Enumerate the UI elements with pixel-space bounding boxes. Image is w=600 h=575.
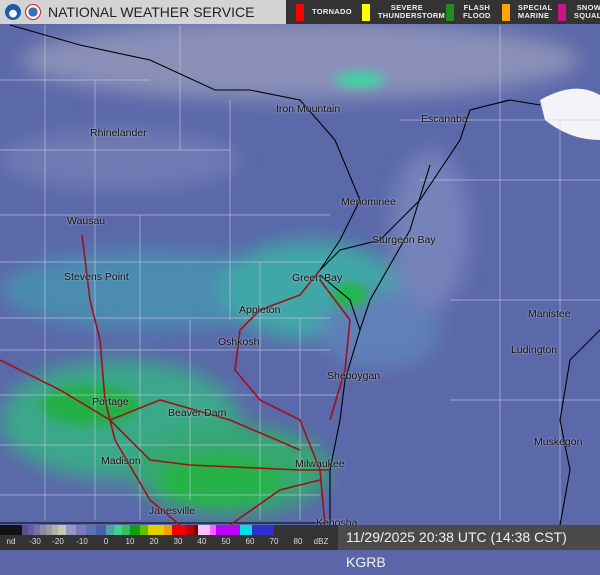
warning-label: SEVERE THUNDERSTORM xyxy=(377,3,446,20)
colorbar-tick: 0 xyxy=(103,537,109,546)
warning-label: SPECIAL MARINE xyxy=(517,3,553,20)
warning-special-marine: SPECIAL MARINE xyxy=(501,0,553,24)
colorbar-segment xyxy=(164,525,172,535)
colorbar-tick: 40 xyxy=(197,537,207,546)
colorbar-tick: 80 xyxy=(293,537,303,546)
colorbar-segment xyxy=(122,525,130,535)
colorbar-segment xyxy=(172,525,186,535)
warning-tornado: TORNADO xyxy=(296,0,352,24)
colorbar-segment xyxy=(0,525,22,535)
colorbar-segment xyxy=(198,525,210,535)
colorbar-tick: 60 xyxy=(245,537,255,546)
colorbar-segment xyxy=(40,525,46,535)
colorbar-tick: dBZ xyxy=(313,537,329,546)
county-lines xyxy=(0,25,600,520)
colorbar-tick: nd xyxy=(6,537,16,546)
colorbar-segment xyxy=(96,525,106,535)
warning-snow-squall: SNOW SQUALL xyxy=(557,0,600,24)
colorbar-tick: 70 xyxy=(269,537,279,546)
colorbar-segment xyxy=(252,525,274,535)
highways xyxy=(0,234,351,526)
warning-label: SNOW SQUALL xyxy=(573,3,600,20)
city-label: Portage xyxy=(92,396,129,408)
colorbar-segment xyxy=(216,525,240,535)
colorbar-segment xyxy=(28,525,34,535)
colorbar-segment xyxy=(58,525,66,535)
colorbar-tick: -30 xyxy=(29,537,41,546)
colorbar-segment xyxy=(194,525,198,535)
radar-map[interactable] xyxy=(0,0,600,550)
warning-flash-flood: FLASH FLOOD xyxy=(445,0,492,24)
colorbar-segment xyxy=(186,525,194,535)
city-label: Rhinelander xyxy=(90,127,147,139)
colorbar-tick: 20 xyxy=(149,537,159,546)
city-label: Wausau xyxy=(67,215,106,227)
colorbar-segment xyxy=(140,525,148,535)
city-label: Madison xyxy=(101,455,141,467)
warning-swatch xyxy=(296,3,304,21)
warning-swatch xyxy=(445,3,454,21)
colorbar-segment xyxy=(106,525,114,535)
colorbar-segment xyxy=(46,525,52,535)
colorbar-tick: -20 xyxy=(52,537,64,546)
colorbar-segment xyxy=(240,525,252,535)
colorbar-segment xyxy=(76,525,86,535)
colorbar-tick: 10 xyxy=(125,537,135,546)
city-label: Menominee xyxy=(341,196,396,208)
warning-severe-thunderstorm: SEVERE THUNDERSTORM xyxy=(361,0,446,24)
warning-swatch xyxy=(557,3,566,21)
timestamp: 11/29/2025 20:38 UTC (14:38 CST) KGRB xyxy=(338,525,600,570)
warning-label: TORNADO xyxy=(312,7,352,16)
city-label: Stevens Point xyxy=(64,271,129,283)
colorbar-segment xyxy=(34,525,40,535)
lake-superior-clear xyxy=(540,88,600,140)
warning-label: FLASH FLOOD xyxy=(463,3,491,20)
city-label: Appleton xyxy=(239,304,281,316)
city-label: Beaver Dam xyxy=(168,407,227,419)
city-label: Sheboygan xyxy=(327,370,381,382)
reflectivity-colorbar: nd -30 -20 -10 0 10 20 30 40 50 60 70 80 dBZ xyxy=(0,525,338,550)
colorbar-segment xyxy=(22,525,28,535)
colorbar-tick: 50 xyxy=(221,537,231,546)
warning-swatch xyxy=(501,3,510,21)
colorbar-segment xyxy=(66,525,76,535)
header-title: NATIONAL WEATHER SERVICE xyxy=(48,4,255,20)
colorbar-segment xyxy=(114,525,122,535)
city-label: Sturgeon Bay xyxy=(372,234,436,246)
nws-logo xyxy=(25,4,41,20)
city-label: Ludington xyxy=(511,344,558,356)
city-label: Iron Mountain xyxy=(276,103,341,115)
colorbar-tick: -10 xyxy=(76,537,88,546)
city-label: Milwaukee xyxy=(295,458,345,470)
city-label: Green Bay xyxy=(292,272,343,284)
city-label: Janesville xyxy=(149,505,196,517)
colorbar-segment xyxy=(52,525,58,535)
warning-legend: TORNADO SEVERE THUNDERSTORM FLASH FLOOD SPE… xyxy=(286,0,600,24)
warning-swatch xyxy=(361,3,370,21)
colorbar-segment xyxy=(86,525,96,535)
colorbar-segment xyxy=(210,525,216,535)
colorbar-tick: 30 xyxy=(173,537,183,546)
city-label: Muskegon xyxy=(534,436,583,448)
city-label: Oshkosh xyxy=(218,336,260,348)
nws-header: NATIONAL WEATHER SERVICE xyxy=(0,0,286,24)
colorbar-segment xyxy=(130,525,140,535)
city-label: Escanaba xyxy=(421,113,468,125)
city-label: Manistee xyxy=(528,308,571,320)
colorbar-segment xyxy=(148,525,164,535)
noaa-logo xyxy=(5,4,21,20)
